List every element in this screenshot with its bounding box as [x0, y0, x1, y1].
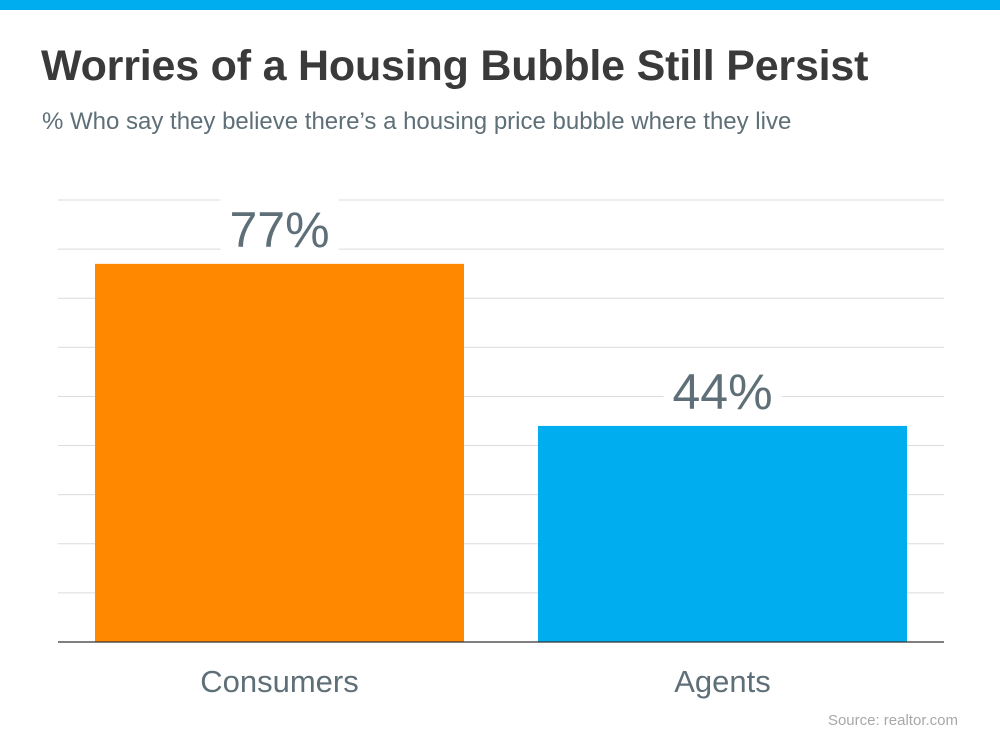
top-accent-bar	[0, 0, 1000, 10]
category-labels: Consumers Agents	[200, 664, 771, 699]
value-label-consumers: 77%	[229, 202, 329, 258]
value-labels: 77% 44%	[220, 195, 782, 420]
chart-subtitle: % Who say they believe there’s a housing…	[42, 108, 792, 135]
value-label-background	[663, 357, 782, 414]
category-label-consumers: Consumers	[200, 664, 359, 699]
bar-agents	[538, 425, 907, 642]
value-label-agents: 44%	[672, 364, 772, 420]
value-label-background	[220, 195, 339, 252]
bars	[95, 263, 907, 642]
chart-title: Worries of a Housing Bubble Still Persis…	[41, 42, 869, 90]
bar-consumers	[95, 263, 464, 642]
category-label-agents: Agents	[674, 664, 771, 699]
source-note: Source: realtor.com	[827, 712, 958, 729]
